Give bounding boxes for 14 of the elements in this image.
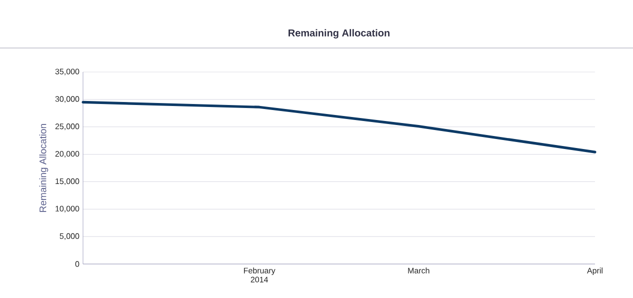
y-tick-label: 20,000 <box>55 150 80 158</box>
y-axis-title: Remaining Allocation <box>39 124 48 212</box>
y-tick-label: 35,000 <box>55 68 80 76</box>
y-tick-label: 10,000 <box>56 206 80 212</box>
y-tick-label: 30,000 <box>55 96 80 103</box>
line-series <box>82 100 596 154</box>
x-tick-label: March <box>408 268 430 274</box>
x-tick-label: February 2014 <box>244 268 276 282</box>
y-tick-label: 5,000 <box>60 233 80 240</box>
x-tick-label: April <box>587 268 602 275</box>
y-tick-label: 25,000 <box>55 124 80 130</box>
y-tick-label: 15,000 <box>56 178 80 186</box>
chart-title: Remaining Allocation <box>288 29 390 38</box>
y-tick-label: 0 <box>75 261 80 267</box>
